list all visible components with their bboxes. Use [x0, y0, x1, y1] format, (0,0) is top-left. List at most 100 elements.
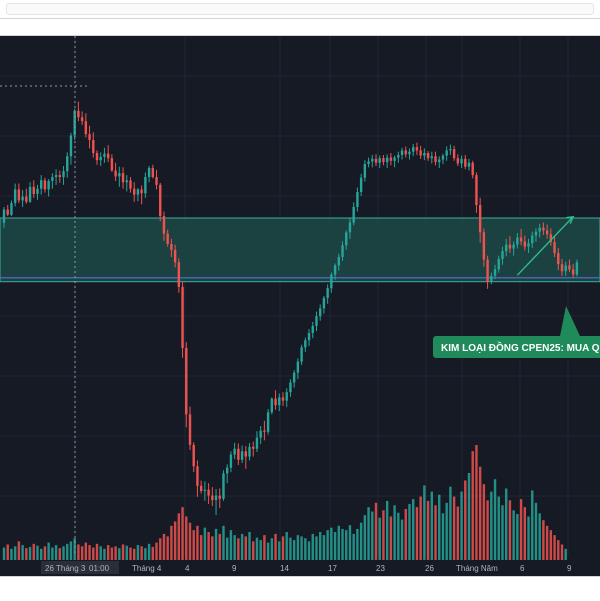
candle-body: [40, 180, 43, 189]
volume-bar: [337, 525, 340, 560]
candle-body: [281, 397, 285, 401]
candle-body: [114, 170, 117, 177]
volume-bar: [564, 548, 567, 560]
candle-body: [571, 269, 575, 275]
volume-bar: [389, 516, 393, 560]
grid-lines: [0, 36, 600, 556]
chart-panel[interactable]: KIM LOẠI ĐỒNG CPEN25: MUA QUANH 26 Tháng…: [0, 36, 600, 576]
volume-bar: [419, 496, 422, 560]
candle-body: [229, 454, 233, 468]
volume-bar: [211, 536, 214, 560]
candle-body: [207, 489, 210, 496]
candle-body: [6, 209, 9, 215]
volume-bar: [121, 544, 125, 560]
candle-body: [196, 466, 199, 486]
volume-bar: [452, 496, 456, 560]
volume-bar: [352, 533, 355, 560]
candle-body: [467, 162, 471, 167]
volume-bar: [378, 517, 381, 560]
x-tick-label: 6: [520, 564, 525, 573]
candle-body: [51, 177, 54, 181]
volume-bar: [415, 507, 419, 560]
volume-bar: [356, 528, 359, 560]
volume-bar: [73, 538, 76, 560]
candle-body: [285, 392, 288, 401]
volume-bar: [263, 535, 266, 560]
volume-bar: [278, 541, 281, 560]
volume-bar: [233, 535, 236, 560]
volume-bar: [371, 511, 374, 560]
candle-body: [259, 430, 262, 438]
volume-bar: [92, 547, 95, 560]
candle-body: [575, 262, 579, 275]
volume-bar: [512, 510, 515, 560]
callout-pointer: [560, 306, 580, 336]
candle-body: [378, 158, 381, 163]
x-tick-label: 4: [185, 564, 190, 573]
volume-bar: [367, 507, 370, 560]
volume-bar: [21, 545, 24, 560]
volume-bar: [333, 532, 337, 560]
volume-bar: [523, 507, 526, 560]
candle-body: [162, 216, 166, 234]
volume-bar: [2, 547, 6, 560]
volume-bar: [159, 538, 162, 560]
x-tick-label: 23: [376, 564, 385, 573]
candle-body: [557, 253, 560, 265]
volume-bar: [106, 545, 110, 560]
x-tick-label: 14: [280, 564, 289, 573]
candle-body: [80, 117, 84, 122]
candle-body: [304, 340, 307, 348]
volume-bar: [519, 499, 523, 560]
volume-bar: [244, 536, 247, 560]
candle-body: [415, 147, 419, 151]
price-chart[interactable]: KIM LOẠI ĐỒNG CPEN25: MUA QUANH 26 Tháng…: [0, 36, 600, 576]
candle-body: [88, 134, 91, 140]
candle-body: [36, 188, 39, 194]
volume-bar: [99, 546, 102, 560]
volume-bar: [199, 535, 203, 560]
candle-body: [389, 157, 393, 161]
volume-bar: [177, 513, 181, 560]
address-bar: [6, 3, 594, 15]
volume-bar: [449, 486, 452, 560]
candle-body: [441, 155, 445, 160]
candle-body: [337, 257, 340, 266]
candle-body: [129, 180, 132, 189]
candle-body: [133, 188, 136, 195]
candle-body: [501, 251, 504, 259]
candle-body: [519, 237, 523, 242]
candle-body: [382, 158, 385, 163]
candle-body: [542, 227, 545, 231]
volume-bar: [374, 502, 378, 560]
candle-body: [118, 173, 121, 177]
volume-bar: [281, 536, 285, 560]
volume-bar: [490, 491, 493, 560]
browser-bottom-bar: [0, 576, 600, 601]
candle-body: [99, 156, 102, 161]
volume-bar: [292, 540, 296, 560]
candle-body: [252, 446, 255, 449]
candle-body: [456, 158, 460, 164]
candle-body: [374, 158, 378, 163]
volume-bar: [408, 504, 411, 560]
volume-bar: [214, 528, 218, 560]
candle-body: [25, 196, 28, 202]
candle-body: [322, 297, 326, 309]
volume-bar: [6, 544, 9, 560]
volume-bar: [192, 530, 195, 560]
volume-bar: [330, 527, 333, 560]
candle-body: [348, 222, 352, 233]
candle-body: [32, 186, 35, 194]
candle-body: [527, 243, 530, 247]
candle-body: [560, 264, 564, 272]
volume-bar: [88, 545, 91, 560]
candle-body: [460, 158, 463, 164]
annotation-callout: KIM LOẠI ĐỒNG CPEN25: MUA QUANH: [433, 306, 600, 358]
candle-body: [73, 110, 76, 136]
volume-bar: [545, 525, 549, 560]
candle-body: [292, 372, 296, 383]
candle-body: [270, 398, 274, 413]
volume-bar: [162, 533, 166, 560]
volume-bar: [322, 535, 326, 560]
